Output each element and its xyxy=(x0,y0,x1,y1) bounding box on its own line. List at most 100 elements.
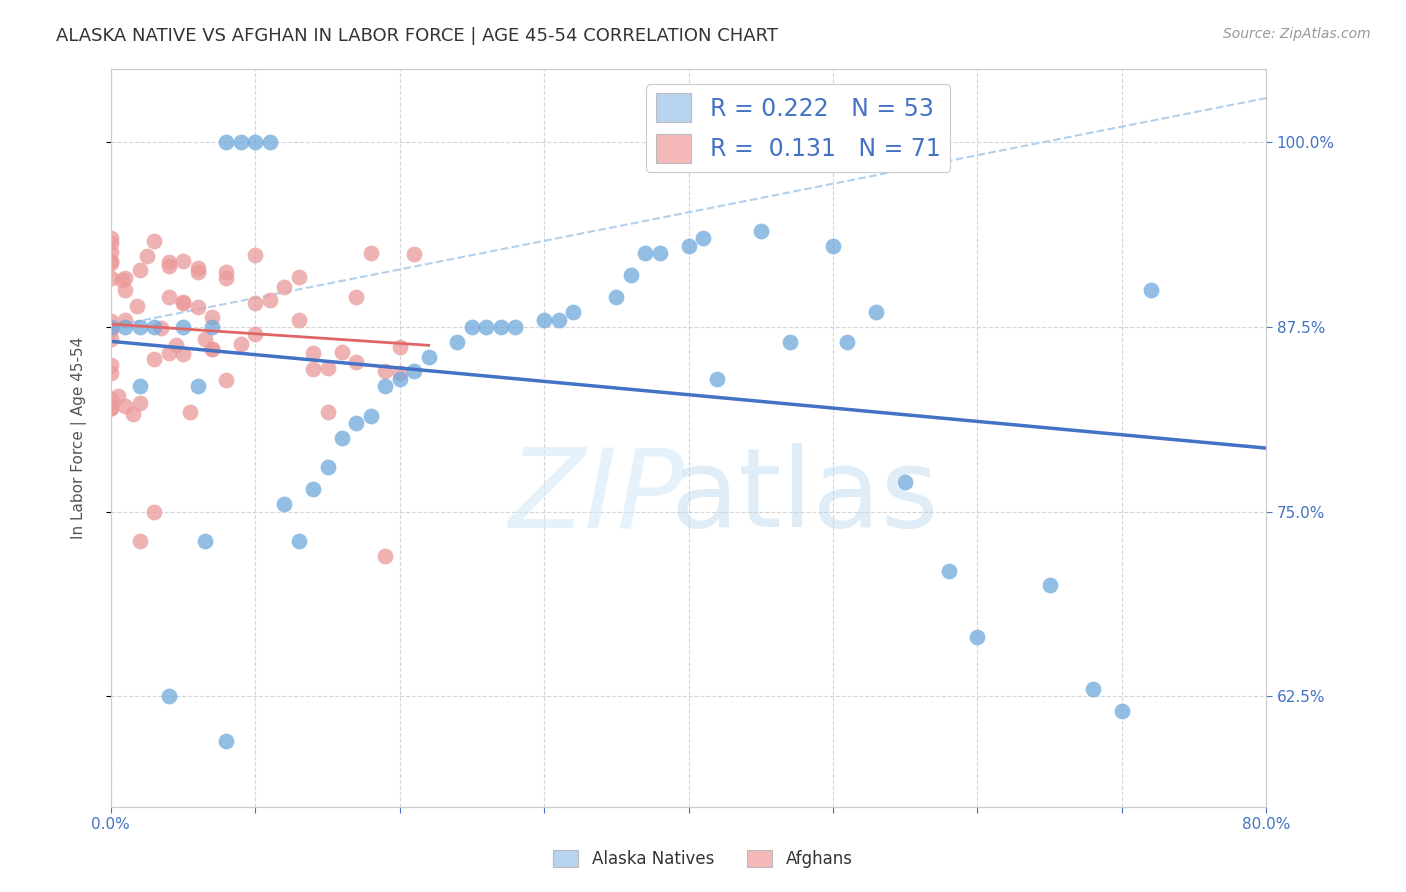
Point xyxy=(100,320,122,334)
Point xyxy=(966,630,988,644)
Point xyxy=(100,245,122,260)
Legend: R = 0.222   N = 53, R =  0.131   N = 71: R = 0.222 N = 53, R = 0.131 N = 71 xyxy=(647,84,950,172)
Point xyxy=(404,247,426,261)
Point xyxy=(100,401,122,416)
Point xyxy=(172,296,194,310)
Point xyxy=(938,564,960,578)
Point xyxy=(229,136,252,150)
Point xyxy=(446,334,468,349)
Point xyxy=(562,305,585,319)
Point xyxy=(100,401,122,416)
Point xyxy=(475,320,498,334)
Point xyxy=(1081,681,1104,696)
Point xyxy=(1111,704,1133,718)
Point xyxy=(678,239,700,253)
Point xyxy=(245,295,267,310)
Point xyxy=(201,342,224,356)
Point xyxy=(316,460,339,475)
Point xyxy=(648,246,671,260)
Point xyxy=(503,320,526,334)
Point xyxy=(143,505,166,519)
Point xyxy=(172,253,194,268)
Point xyxy=(150,320,173,334)
Point xyxy=(418,350,440,364)
Point xyxy=(259,293,281,308)
Point xyxy=(128,534,150,549)
Point xyxy=(100,366,122,380)
Point xyxy=(259,136,281,150)
Point xyxy=(461,320,484,334)
Point xyxy=(1039,578,1062,592)
Point xyxy=(215,373,238,387)
Point xyxy=(302,362,325,376)
Point xyxy=(360,245,382,260)
Point xyxy=(100,392,122,406)
Point xyxy=(107,389,129,403)
Point xyxy=(143,351,166,366)
Point xyxy=(100,253,122,268)
Point xyxy=(388,340,411,354)
Point xyxy=(172,347,194,361)
Point xyxy=(179,405,201,419)
Point xyxy=(165,338,187,352)
Point xyxy=(245,136,267,150)
Point xyxy=(157,290,180,304)
Point xyxy=(114,283,136,297)
Point xyxy=(114,312,136,326)
Point xyxy=(605,290,627,304)
Point xyxy=(706,372,728,386)
Point xyxy=(215,733,238,747)
Point xyxy=(100,231,122,245)
Point xyxy=(157,255,180,269)
Point xyxy=(330,345,353,359)
Point xyxy=(215,265,238,279)
Point xyxy=(186,260,208,275)
Point xyxy=(374,364,396,378)
Point xyxy=(344,355,367,369)
Y-axis label: In Labor Force | Age 45-54: In Labor Force | Age 45-54 xyxy=(72,336,87,539)
Point xyxy=(143,320,166,334)
Point xyxy=(245,248,267,262)
Point xyxy=(128,396,150,410)
Point xyxy=(100,323,122,337)
Point xyxy=(201,342,224,356)
Point xyxy=(157,259,180,273)
Text: ZIP: ZIP xyxy=(508,443,685,550)
Text: Source: ZipAtlas.com: Source: ZipAtlas.com xyxy=(1223,27,1371,41)
Point xyxy=(749,224,772,238)
Point xyxy=(100,256,122,270)
Point xyxy=(779,334,801,349)
Point xyxy=(186,300,208,314)
Point xyxy=(128,320,150,334)
Point xyxy=(114,271,136,285)
Point xyxy=(201,320,224,334)
Point xyxy=(273,279,295,293)
Point xyxy=(136,249,159,263)
Point xyxy=(194,333,217,347)
Point xyxy=(533,312,555,326)
Point xyxy=(692,231,714,245)
Point xyxy=(215,270,238,285)
Point xyxy=(111,272,134,286)
Point xyxy=(388,366,411,380)
Point xyxy=(1139,283,1161,297)
Point xyxy=(302,483,325,497)
Point xyxy=(316,405,339,419)
Point xyxy=(344,416,367,430)
Point xyxy=(100,314,122,328)
Point xyxy=(128,263,150,277)
Point xyxy=(100,358,122,372)
Point xyxy=(404,364,426,378)
Point xyxy=(186,379,208,393)
Point xyxy=(157,346,180,360)
Point xyxy=(121,407,143,421)
Point xyxy=(245,327,267,342)
Point xyxy=(374,379,396,393)
Point xyxy=(287,270,309,285)
Point xyxy=(229,337,252,351)
Point xyxy=(172,320,194,334)
Point xyxy=(865,305,887,319)
Point xyxy=(489,320,512,334)
Text: ALASKA NATIVE VS AFGHAN IN LABOR FORCE | AGE 45-54 CORRELATION CHART: ALASKA NATIVE VS AFGHAN IN LABOR FORCE |… xyxy=(56,27,779,45)
Point xyxy=(100,333,122,347)
